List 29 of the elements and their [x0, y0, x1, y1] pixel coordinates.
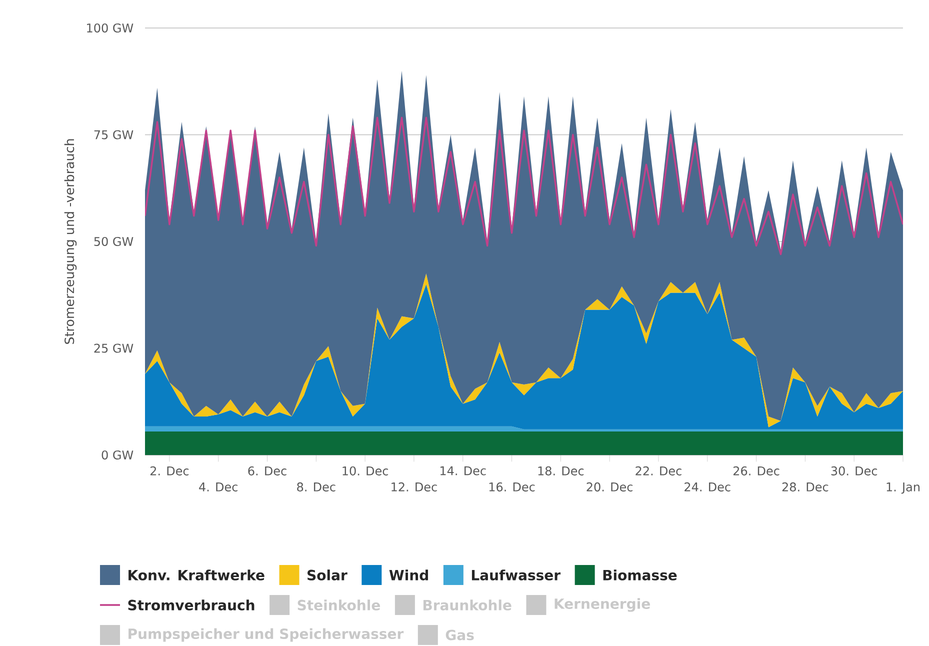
- legend-label: Solar: [308, 570, 348, 580]
- legend-label: Biomasse: [603, 570, 677, 580]
- y-tick-label: 25 GW: [94, 344, 134, 353]
- x-tick-label: 22. Dec: [636, 466, 682, 476]
- line-series: [145, 116, 903, 256]
- x-tick-label: 30. Dec: [831, 466, 878, 476]
- x-tick-label: 10. Dec: [342, 466, 388, 476]
- x-tick-label: 26. Dec: [733, 466, 780, 476]
- legend-label: Stromverbrauch: [128, 600, 254, 610]
- x-tick-label: 1. Jan: [886, 482, 920, 494]
- x-tick-label: 18. Dec: [538, 466, 584, 476]
- legend-label: Wind: [389, 570, 428, 580]
- legend-label: Laufwasser: [472, 570, 561, 580]
- x-tick-label: 2. Dec: [150, 466, 189, 476]
- x-tick-label: 8. Dec: [297, 482, 336, 492]
- x-tick-label: 4. Dec: [199, 482, 238, 492]
- x-tick-label: 12. Dec: [392, 482, 437, 492]
- legend-label: Konv. Kraftwerke: [128, 570, 264, 580]
- x-tick-label: 20. Dec: [586, 482, 633, 492]
- y-tick-label: 50 GW: [94, 236, 134, 246]
- y-tick-label: 100 GW: [87, 23, 134, 33]
- x-tick-label: 14. Dec: [440, 466, 486, 476]
- y-tick-label: 0 GW: [102, 450, 134, 460]
- x-tick-label: 6. Dec: [248, 466, 286, 476]
- x-tick-label: 28. Dec: [782, 482, 828, 492]
- x-tick-label: 24. Dec: [684, 482, 730, 492]
- y-tick-label: 75 GW: [94, 130, 134, 140]
- y-axis-title: Stromerzeugung und -verbrauch: [64, 139, 77, 344]
- x-tick-label: 16. Dec: [489, 482, 535, 492]
